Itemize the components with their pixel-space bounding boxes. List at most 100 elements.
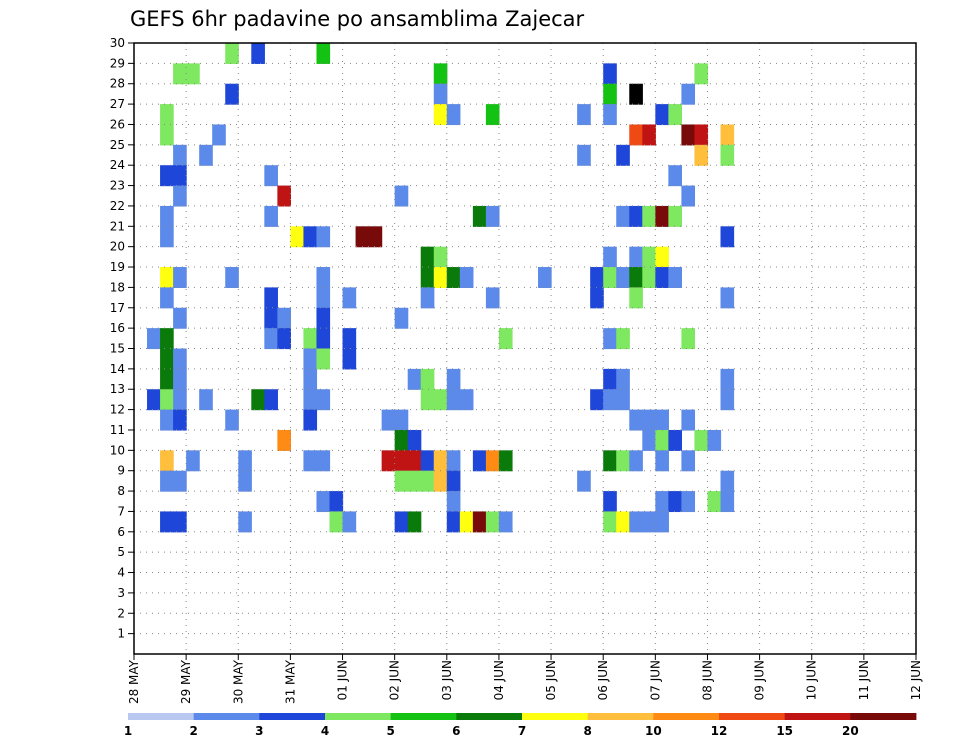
heatmap-cell [433,104,448,126]
colorbar-label: 7 [518,724,526,738]
heatmap-cell [277,429,291,451]
heatmap-cell [603,104,617,126]
heatmap-cell [603,267,617,288]
heatmap-cell [681,124,696,146]
heatmap-cell [316,43,331,64]
heatmap-cell [655,491,669,513]
heatmap-cell [681,185,696,207]
heatmap-cell [394,185,409,207]
heatmap-cell [238,470,252,492]
heatmap-cell [160,409,174,431]
x-tick-label: 05 JUN [544,660,558,700]
heatmap-cell [277,328,291,350]
heatmap-cell [160,511,174,533]
heatmap-cell [368,226,383,248]
heatmap-cell [433,246,448,268]
heatmap-cell [485,450,500,472]
y-tick-label: 2 [117,606,125,620]
heatmap-cell [485,205,500,227]
x-tick-label: 06 JUN [596,660,610,700]
heatmap-cell [407,450,422,472]
y-tick-label: 16 [110,321,125,335]
heatmap-cell [629,246,643,268]
heatmap-cell [160,226,174,248]
colorbar-label: 15 [776,724,793,738]
heatmap-cell [720,287,735,309]
heatmap-cell [603,368,617,390]
heatmap-cell [498,328,513,350]
heatmap-cell [225,43,239,64]
colorbar-swatch [784,713,851,720]
y-tick-label: 28 [110,77,125,91]
y-tick-label: 15 [110,342,125,356]
heatmap-cell [603,511,617,533]
heatmap-cell [160,389,174,411]
heatmap-cell [668,165,682,187]
heatmap-cell [433,470,448,492]
heatmap-cell [329,491,344,513]
heatmap-cell [642,124,656,146]
heatmap-cell [694,429,709,451]
heatmap-cell [407,368,422,390]
heatmap-cell [655,104,669,126]
heatmap-cell [433,83,448,105]
heatmap-cell [316,389,331,411]
heatmap-cell [160,287,174,309]
y-tick-label: 24 [110,158,125,172]
heatmap-cell [186,63,200,85]
heatmap-cell [381,450,396,472]
x-tick-label: 09 JUN [753,660,767,700]
heatmap-cell [446,104,461,126]
heatmap-cell [212,124,226,146]
heatmap-cell [316,307,331,329]
x-tick-label: 11 JUN [857,660,871,700]
heatmap-cell [407,470,422,492]
heatmap-cell [160,165,174,187]
y-tick-label: 6 [117,525,125,539]
colorbar-label: 4 [321,724,329,738]
heatmap-cell [720,226,735,248]
heatmap-cell [668,104,682,126]
heatmap-cell [603,389,617,411]
heatmap-cell [147,328,161,350]
y-tick-label: 26 [110,117,125,131]
heatmap-cell [199,389,213,411]
heatmap-cell [251,43,265,64]
heatmap-cell [303,389,318,411]
heatmap-cell [316,226,331,248]
heatmap-cell [147,389,161,411]
heatmap-cell [316,491,331,513]
heatmap-cell [394,450,409,472]
heatmap-cell [420,450,435,472]
heatmap-cell [420,389,435,411]
y-axis-ticks: 1234567891011121314151617181920212223242… [110,36,134,641]
heatmap-cell [433,267,448,288]
heatmap-cell [655,429,669,451]
y-tick-label: 11 [110,423,125,437]
heatmap-cell [433,389,448,411]
heatmap-cell [303,450,318,472]
colorbar-label: 5 [386,724,394,738]
colorbar: 1 2 3 4 5 6 7 8 10 12 15 20 [124,713,917,738]
heatmap-cell [668,429,682,451]
heatmap-cell [394,307,409,329]
heatmap-cell [173,511,187,533]
heatmap-cell [720,124,735,146]
x-tick-label: 08 JUN [700,660,714,700]
heatmap-cell [655,246,669,268]
heatmap-cell [577,470,591,492]
heatmap-cell [642,429,656,451]
heatmap-cell [629,450,643,472]
heatmap-cell [160,104,174,126]
y-tick-label: 5 [117,545,125,559]
heatmap-cell [173,470,187,492]
heatmap-cell [316,287,331,309]
heatmap-cell [446,368,461,390]
heatmap-cell [459,511,474,533]
heatmap-cell [655,511,669,533]
heatmap-cell [225,83,239,105]
heatmap-cell [173,267,187,288]
y-tick-label: 4 [117,566,125,580]
heatmap-cell [603,491,617,513]
heatmap-cell [394,429,409,451]
